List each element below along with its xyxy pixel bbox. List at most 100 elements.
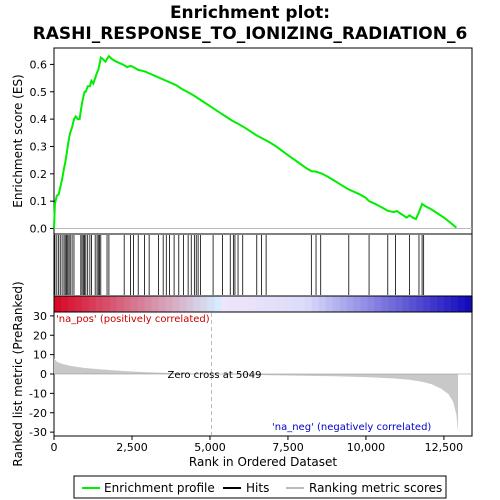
color-band-segment xyxy=(249,296,257,312)
color-band-segment xyxy=(158,296,167,312)
hits-panel xyxy=(53,233,473,297)
color-band-segment xyxy=(465,296,473,312)
es-y-axis: 0.0 0.1 0.2 0.3 0.4 0.5 0.6 xyxy=(30,58,54,236)
color-band-segment xyxy=(207,296,215,312)
color-band-segment xyxy=(88,296,97,312)
x-tick-label: 7,500 xyxy=(272,441,304,454)
zero-cross-label: Zero cross at 5049 xyxy=(167,370,261,381)
metric-y-tick-label: -10 xyxy=(29,387,47,400)
color-band-segment xyxy=(221,296,229,312)
color-band-segment xyxy=(179,296,187,312)
color-band-segment xyxy=(60,296,69,312)
color-band-segment xyxy=(123,296,132,312)
legend-ranking-label: Ranking metric scores xyxy=(309,481,442,495)
es-y-tick-label: 0.5 xyxy=(30,86,48,99)
metric-y-tick-label: 30 xyxy=(33,310,47,323)
color-band-segment xyxy=(144,296,153,312)
color-band-segment xyxy=(102,296,111,312)
x-tick-label: 5,000 xyxy=(194,441,226,454)
es-y-axis-label: Enrichment score (ES) xyxy=(11,74,25,207)
color-band-segment xyxy=(269,296,278,312)
metric-y-tick-label: 20 xyxy=(33,329,47,342)
legend-hits-label: Hits xyxy=(246,481,269,495)
x-axis: 0 2,500 5,000 7,500 10,000 12,500 xyxy=(51,436,464,454)
metric-y-axis-label: Ranked list metric (PreRanked) xyxy=(11,281,25,466)
es-y-tick-label: 0.3 xyxy=(30,140,48,153)
color-band-segment xyxy=(95,296,104,312)
metric-y-tick-label: 0 xyxy=(40,368,47,381)
legend: Enrichment profile Hits Ranking metric s… xyxy=(73,475,447,499)
metric-y-axis: -30 -20 -10 0 10 20 30 xyxy=(29,310,54,439)
color-band-segment xyxy=(360,296,369,312)
x-tick-label: 2,500 xyxy=(116,441,148,454)
es-y-tick-label: 0.4 xyxy=(30,113,48,126)
pos-correlated-label: 'na_pos' (positively correlated) xyxy=(56,314,210,325)
color-band-segment xyxy=(304,296,313,312)
hits-plot-area xyxy=(53,233,473,297)
legend-enrichment-label: Enrichment profile xyxy=(104,481,215,495)
color-band-segment xyxy=(228,296,236,312)
color-band-segment xyxy=(437,296,445,312)
es-y-tick-label: 0.2 xyxy=(30,168,48,181)
x-tick-label: 0 xyxy=(51,441,58,454)
color-band-segment xyxy=(130,296,139,312)
color-band-segment xyxy=(423,296,431,312)
color-band-segment xyxy=(451,296,459,312)
color-band-segment xyxy=(81,296,90,312)
color-band-segment xyxy=(318,296,327,312)
color-band-segment xyxy=(297,296,306,312)
color-band-segment xyxy=(367,296,376,312)
color-band-segment xyxy=(388,296,396,312)
color-band-segment xyxy=(165,296,174,312)
color-band-segment xyxy=(67,296,76,312)
es-panel: 0.0 0.1 0.2 0.3 0.4 0.5 0.6 xyxy=(30,47,473,236)
color-band-segment xyxy=(374,296,383,312)
color-band-segment xyxy=(325,296,334,312)
color-band-segment xyxy=(353,296,362,312)
color-band-segment xyxy=(409,296,417,312)
hit-marks xyxy=(54,235,425,295)
es-y-tick-label: 0.1 xyxy=(30,195,48,208)
x-tick-label: 12,500 xyxy=(425,441,464,454)
color-band-segment xyxy=(242,296,250,312)
rank-color-band xyxy=(53,295,473,313)
color-band-segment xyxy=(276,296,285,312)
metric-y-tick-label: 10 xyxy=(33,349,47,362)
color-band-segment xyxy=(200,296,208,312)
chart-title-line1: Enrichment plot: xyxy=(170,3,330,23)
color-band-segment xyxy=(263,296,271,312)
x-tick-label: 10,000 xyxy=(347,441,386,454)
color-band-segment xyxy=(444,296,452,312)
color-band-segment xyxy=(116,296,125,312)
es-y-tick-label: 0.0 xyxy=(30,223,48,236)
color-band-segment xyxy=(193,296,201,312)
metric-panel: Zero cross at 5049 'na_pos' (positively … xyxy=(29,310,473,454)
color-band-segment xyxy=(172,296,180,312)
legend-box xyxy=(73,475,447,499)
color-band-segment xyxy=(283,296,292,312)
es-curve-line xyxy=(53,54,458,229)
color-band-segment xyxy=(381,296,389,312)
x-axis-label: Rank in Ordered Dataset xyxy=(189,455,337,469)
color-band-segment xyxy=(339,296,348,312)
color-band-segment xyxy=(54,296,62,312)
color-band-segment xyxy=(186,296,194,312)
color-band-segment xyxy=(395,296,403,312)
chart-title-line2: RASHI_RESPONSE_TO_IONIZING_RADIATION_6 xyxy=(33,24,468,44)
color-band-segment xyxy=(346,296,355,312)
color-band-segment xyxy=(74,296,83,312)
color-band-segment xyxy=(290,296,299,312)
color-band-segment xyxy=(416,296,424,312)
color-band-segment xyxy=(332,296,341,312)
color-band-segment xyxy=(109,296,118,312)
color-band-segment xyxy=(235,296,243,312)
neg-correlated-label: 'na_neg' (negatively correlated) xyxy=(272,422,431,433)
color-band-segment xyxy=(458,296,466,312)
color-band-segment xyxy=(430,296,438,312)
es-plot-area xyxy=(53,47,473,235)
color-band-segment xyxy=(311,296,320,312)
metric-y-tick-label: -20 xyxy=(29,407,47,420)
color-band-segment xyxy=(214,296,222,312)
color-band-segment xyxy=(151,296,160,312)
